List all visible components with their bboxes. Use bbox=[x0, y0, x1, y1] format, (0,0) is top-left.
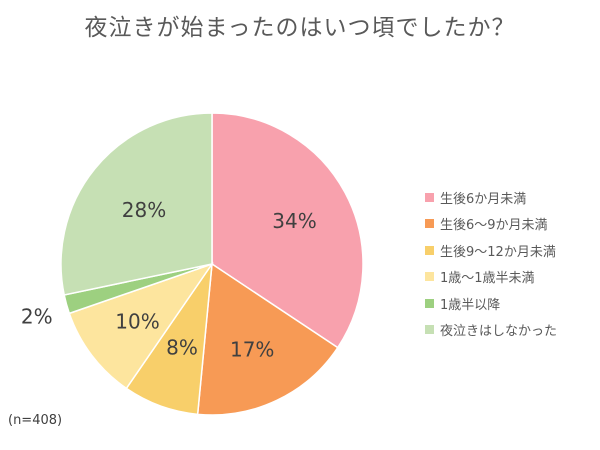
legend-item: 1歳半以降 bbox=[425, 290, 557, 317]
slice-label: 8% bbox=[166, 335, 198, 359]
legend-swatch bbox=[425, 219, 434, 229]
legend-swatch bbox=[425, 298, 434, 308]
chart-title: 夜泣きが始まったのはいつ頃でしたか？ bbox=[84, 15, 516, 41]
slice-label: 28% bbox=[122, 198, 166, 222]
pie-slice bbox=[68, 262, 214, 390]
pie-slices bbox=[60, 112, 364, 416]
legend-item: 生後6〜9か月未満 bbox=[425, 211, 557, 238]
slice-label: 34% bbox=[272, 209, 316, 233]
legend-swatch bbox=[425, 272, 434, 282]
legend-item: 生後6か月未満 bbox=[425, 184, 557, 211]
pie-slice bbox=[60, 112, 213, 296]
legend-item: 1歳〜1歳半未満 bbox=[425, 264, 557, 291]
legend-swatch bbox=[425, 192, 434, 202]
legend-swatch bbox=[425, 325, 434, 335]
legend-label: 夜泣きはしなかった bbox=[440, 324, 558, 340]
legend-item: 夜泣きはしなかった bbox=[425, 317, 557, 344]
slice-label: 17% bbox=[230, 338, 274, 362]
legend-label: 生後6〜9か月未満 bbox=[440, 218, 548, 234]
legend-item: 生後9〜12か月未満 bbox=[425, 237, 557, 264]
chart-legend: 生後6か月未満生後6〜9か月未満 生後9〜12か月未満 1歳〜1歳半未満 1歳半以降夜… bbox=[425, 184, 557, 343]
slice-label: 10% bbox=[115, 310, 159, 334]
legend-label: 生後9〜12か月未満 bbox=[440, 244, 556, 260]
pie-slice-labels: 34% 17% 8% 10% 2% 28% bbox=[21, 198, 317, 362]
legend-swatch bbox=[425, 245, 434, 255]
legend-label: 1歳〜1歳半未満 bbox=[440, 271, 535, 287]
legend-label: 1歳半以降 bbox=[440, 297, 501, 313]
legend-label: 生後6か月未満 bbox=[440, 191, 527, 207]
sample-size-note: (n=408) bbox=[8, 413, 63, 428]
slice-label: 2% bbox=[21, 304, 53, 328]
pie-slice bbox=[196, 262, 339, 416]
